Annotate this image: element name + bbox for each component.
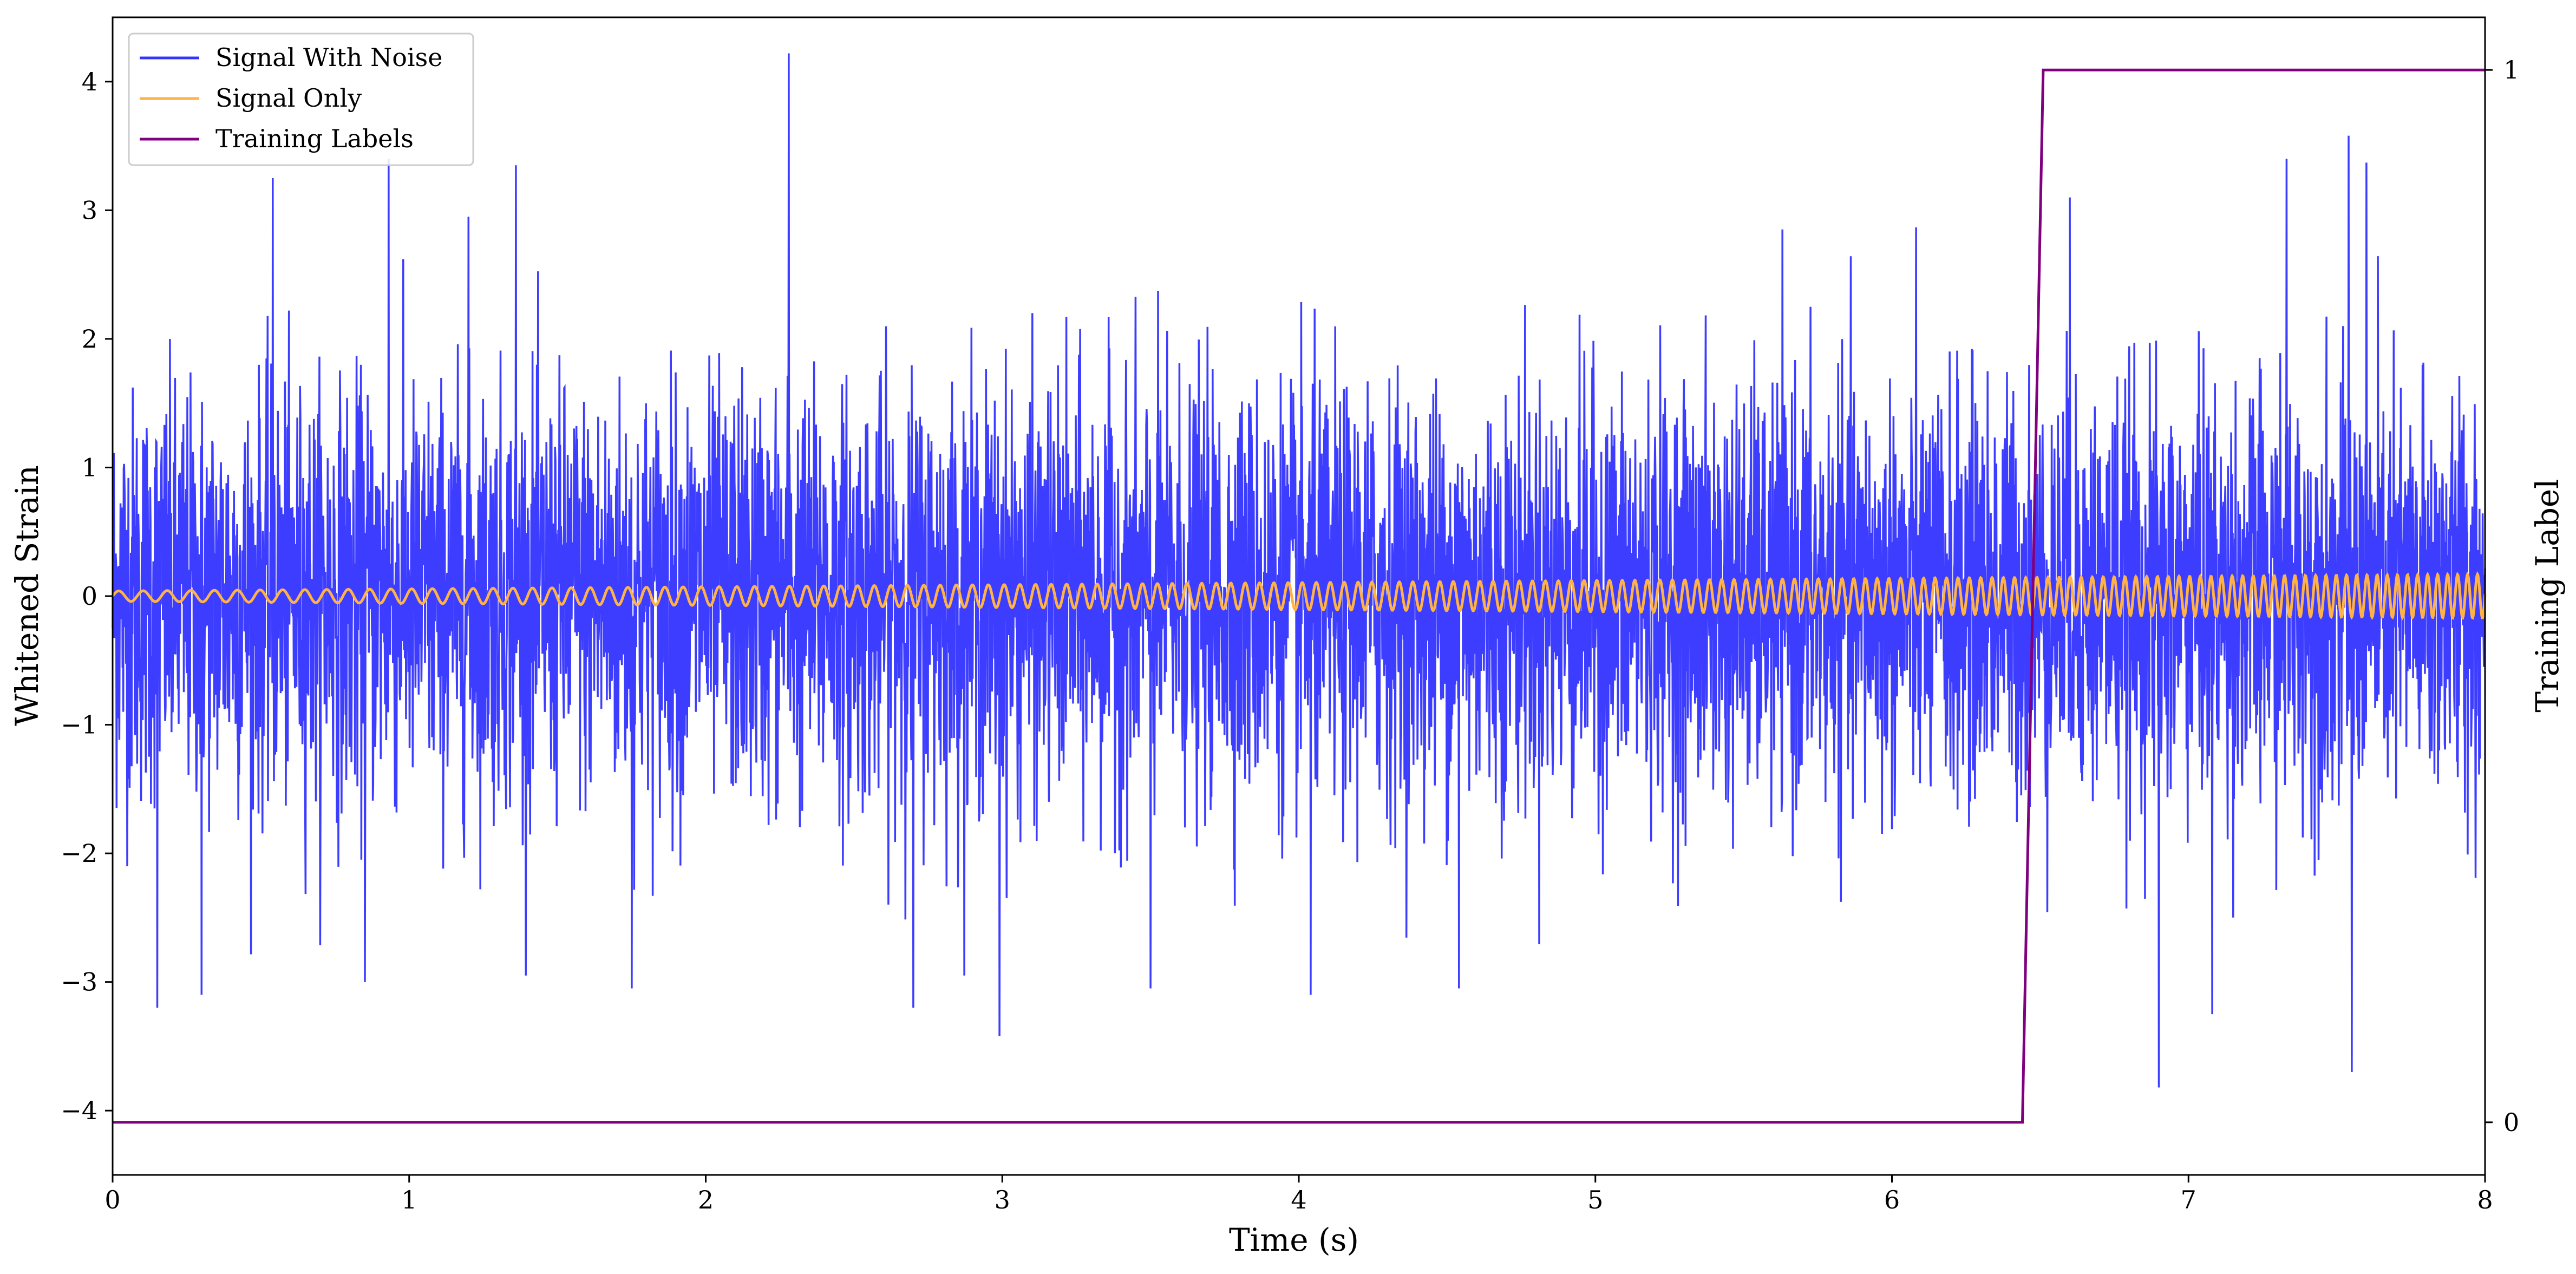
y-tick-label: 1: [82, 453, 97, 482]
x-ticks: 0 1 2 3 4 5 6 7 8: [104, 1175, 2493, 1214]
x-tick-label: 7: [2181, 1185, 2196, 1214]
y-tick-label: −1: [61, 710, 97, 740]
x-axis-title: Time (s): [1229, 1221, 1359, 1258]
y-tick-label: −3: [61, 968, 97, 997]
x-tick-label: 8: [2477, 1185, 2493, 1214]
series-signal-only-line: [112, 571, 2487, 620]
legend-entries: Signal With Noise Signal Only Training Lab…: [140, 43, 442, 153]
legend-label-signal-with-noise: Signal With Noise: [215, 43, 442, 72]
y2-axis-title: Training Label: [2529, 479, 2566, 712]
y-tick-label: 3: [82, 195, 97, 225]
signal-series: [112, 571, 2487, 620]
y-ticks: −4 −3 −2 −1 0 1 2 3 4: [61, 67, 113, 1125]
legend-label-training-labels: Training Labels: [215, 124, 414, 153]
y-tick-label: 4: [82, 67, 97, 96]
x-tick-label: 1: [401, 1185, 417, 1214]
x-tick-label: 4: [1291, 1185, 1306, 1214]
legend-label-signal-only: Signal Only: [215, 83, 362, 113]
y-tick-label: −4: [61, 1096, 97, 1125]
y-axis-title: Whitened Strain: [9, 465, 45, 726]
legend-box: [128, 32, 474, 166]
x-tick-label: 2: [698, 1185, 714, 1214]
noise-series: [112, 53, 2486, 1088]
y-tick-label: −2: [61, 839, 97, 868]
x-tick-label: 0: [104, 1185, 120, 1214]
series-signal-with-noise-line: [112, 53, 2486, 1088]
legend: Signal With Noise Signal Only Training Lab…: [128, 32, 474, 166]
y-tick-label: 2: [82, 324, 97, 354]
y-tick-label: 0: [82, 582, 97, 611]
label-series: [113, 68, 2485, 1124]
series-training-labels-line: [113, 68, 2485, 1124]
y2-tick-label: 0: [2503, 1108, 2519, 1137]
x-tick-label: 3: [995, 1185, 1010, 1214]
y2-ticks: 01: [2485, 55, 2519, 1137]
x-tick-label: 5: [1587, 1185, 1603, 1214]
y2-tick-label: 1: [2503, 55, 2519, 84]
x-tick-label: 6: [1884, 1185, 1900, 1214]
